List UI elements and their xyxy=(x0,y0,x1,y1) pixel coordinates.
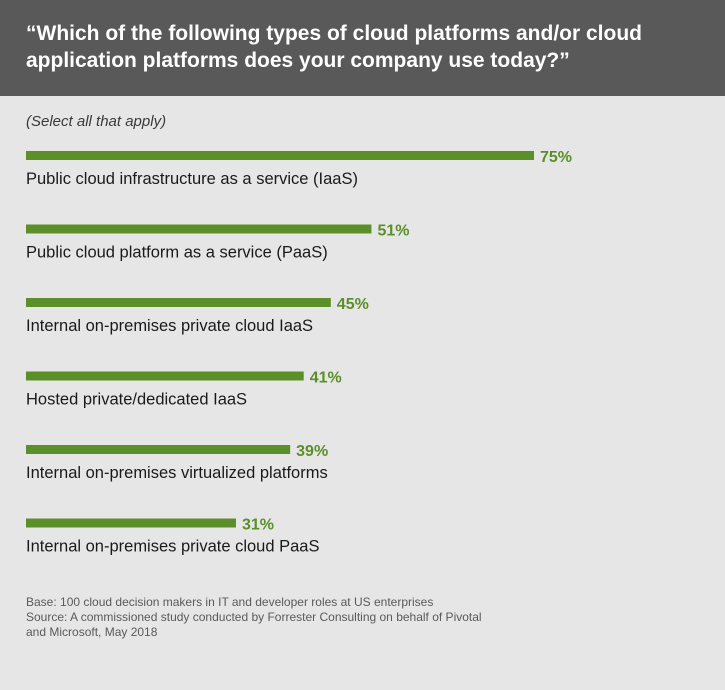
category-label-2: Public cloud platform as a service (PaaS… xyxy=(26,244,328,262)
bar-5 xyxy=(26,445,291,454)
header-banner: “Which of the following types of cloud p… xyxy=(0,0,725,96)
bar-value-label-1: 75% xyxy=(540,149,572,166)
chart-subtitle: (Select all that apply) xyxy=(26,113,167,130)
bar-value-label-6: 31% xyxy=(242,517,274,534)
footnote: Base: 100 cloud decision makers in IT an… xyxy=(26,595,626,640)
bar-value-label-3: 45% xyxy=(337,296,369,313)
bar-3 xyxy=(26,298,331,307)
bar-1 xyxy=(26,151,534,160)
bar-value-label-4: 41% xyxy=(310,370,342,387)
category-label-5: Internal on-premises virtualized platfor… xyxy=(26,464,328,482)
bar-value-label-5: 39% xyxy=(296,443,328,460)
category-label-6: Internal on-premises private cloud PaaS xyxy=(26,538,320,556)
bar-6 xyxy=(26,518,236,528)
category-label-1: Public cloud infrastructure as a service… xyxy=(26,170,358,188)
chart-title: “Which of the following types of cloud p… xyxy=(26,22,642,72)
footnote-base: Base: 100 cloud decision makers in IT an… xyxy=(26,595,434,609)
bar-4 xyxy=(26,371,304,381)
bar-value-label-2: 51% xyxy=(377,223,409,240)
bar-2 xyxy=(26,224,372,234)
category-label-4: Hosted private/dedicated IaaS xyxy=(26,391,247,409)
footnote-source-continued: and Microsoft, May 2018 xyxy=(26,625,158,639)
category-label-3: Internal on-premises private cloud IaaS xyxy=(26,317,313,335)
footnote-source: Source: A commissioned study conducted b… xyxy=(26,610,482,624)
